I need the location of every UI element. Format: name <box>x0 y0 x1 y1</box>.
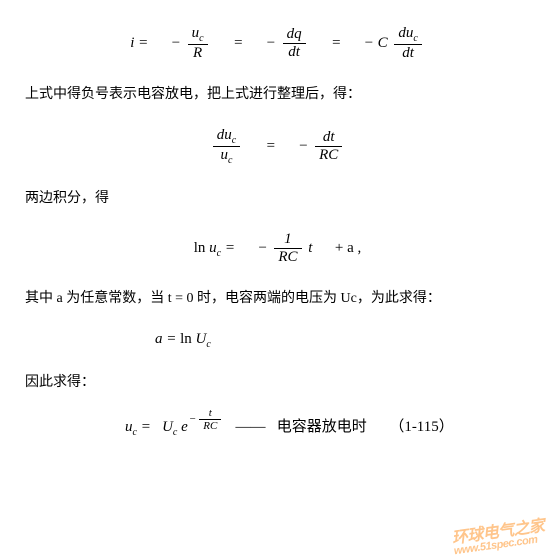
eq1-eq2: = <box>331 35 341 51</box>
eq3-eq: = <box>225 240 235 256</box>
eq5-exponent: −tRC <box>189 407 225 432</box>
eq3-sign: − <box>257 240 267 256</box>
eq1-sign3: − C <box>364 35 388 51</box>
watermark: 环球电气之家 www.51spec.com <box>450 512 547 558</box>
eq1-frac2: dq dt <box>283 26 306 61</box>
eq3-plus: + a , <box>335 240 361 256</box>
eq5-base: U <box>162 419 173 435</box>
paragraph-1: 上式中得负号表示电容放电，把上式进行整理后，得： <box>25 84 530 105</box>
eq1-eq1: = <box>233 35 243 51</box>
equation-4: a = ln Uc <box>25 331 530 350</box>
eq3-lhs: ln u <box>194 240 217 256</box>
eq1-frac1: uc R <box>188 25 208 62</box>
eq2-sign: − <box>298 138 308 154</box>
eq2-rhs: dt RC <box>315 129 342 164</box>
paragraph-2: 两边积分，得 <box>25 188 530 209</box>
eq2-lhs: duc uc <box>213 127 240 166</box>
eq1-sign2: − <box>266 35 276 51</box>
paragraph-4: 因此求得： <box>25 372 530 393</box>
eq5-exp-base: e <box>181 419 188 435</box>
eq4-lhs: a = ln U <box>155 331 206 347</box>
eq1-lhs: i = <box>130 35 148 51</box>
paragraph-3: 其中 a 为任意常数，当 t = 0 时，电容两端的电压为 Uc，为此求得： <box>25 288 530 309</box>
eq3-var: t <box>308 240 312 256</box>
eq2-eq: = <box>266 138 276 154</box>
eq1-sign1: − <box>171 35 181 51</box>
eq1-frac3: duc dt <box>394 25 421 62</box>
equation-2: duc uc = − dt RC <box>25 127 530 166</box>
eq3-frac: 1 RC <box>274 231 301 266</box>
eq5-eq: = <box>141 419 151 435</box>
eq5-dash: —— <box>236 419 266 435</box>
eq5-label: 电容器放电时 <box>277 419 367 435</box>
eq5-ref: （1-115） <box>389 419 453 435</box>
equation-3: ln uc = − 1 RC t + a , <box>25 231 530 266</box>
equation-1: i = − uc R = − dq dt = − C duc dt <box>25 25 530 62</box>
eq5-lhs: u <box>125 419 133 435</box>
equation-5: uc = Uc e−tRC —— 电容器放电时 （1-115） <box>25 415 530 440</box>
